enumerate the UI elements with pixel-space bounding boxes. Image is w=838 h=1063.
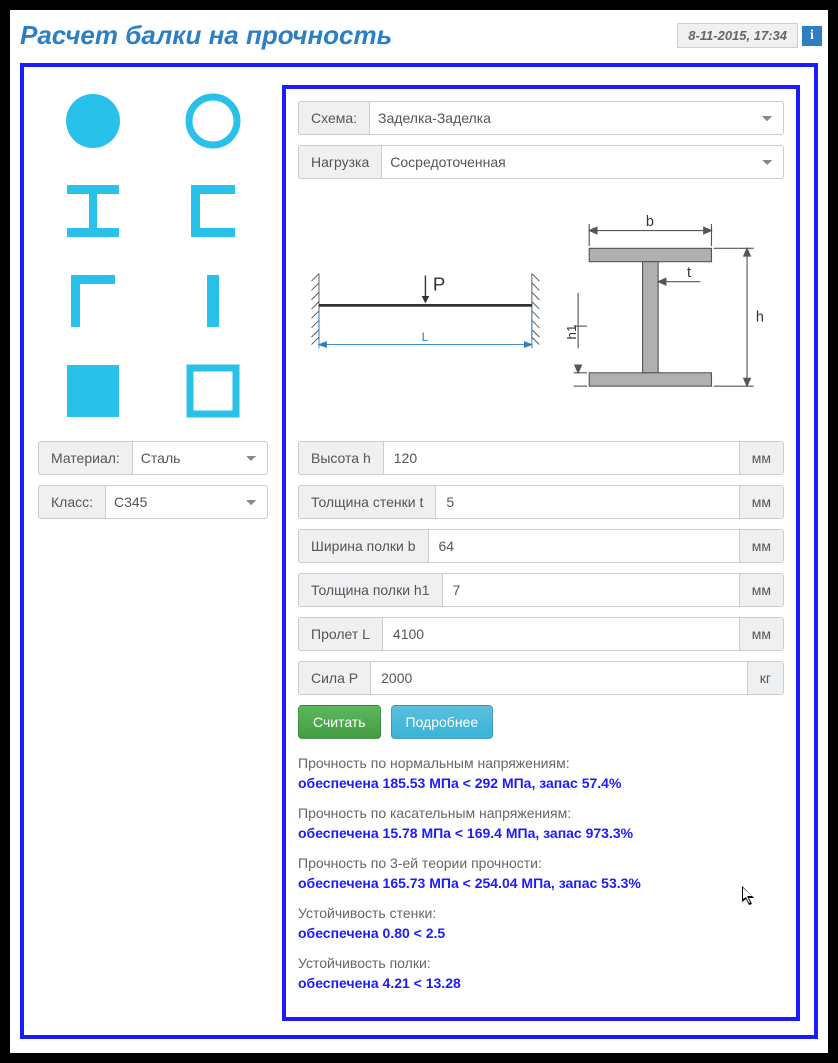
input-list: Высота hммТолщина стенки tммШирина полки… [298, 441, 784, 695]
timestamp: 8-11-2015, 17:34 [677, 23, 798, 48]
input-unit: мм [740, 529, 784, 563]
input-unit: мм [740, 441, 784, 475]
more-button[interactable]: Подробнее [391, 705, 494, 739]
shape-circle-solid[interactable] [63, 91, 123, 151]
diagram-row: P L [298, 189, 784, 441]
load-field: Нагрузка Сосредоточенная [298, 145, 784, 179]
input-field[interactable] [370, 661, 748, 695]
shape-i-beam[interactable] [63, 181, 123, 241]
cursor-icon [742, 886, 760, 908]
shape-square-hollow[interactable] [183, 361, 243, 421]
header-right: 8-11-2015, 17:34 i [677, 23, 822, 48]
input-label: Ширина полки b [298, 529, 429, 563]
input-row: Высота h мм [298, 441, 784, 475]
input-field[interactable] [435, 485, 739, 519]
input-label: Пролет L [298, 617, 383, 651]
right-column: Схема: Заделка-Заделка Нагрузка Сосредот… [282, 85, 800, 1021]
result-block: Устойчивость стенки: обеспечена 0.80 < 2.… [298, 905, 784, 941]
input-label: Высота h [298, 441, 384, 475]
info-button[interactable]: i [802, 26, 822, 46]
input-row: Толщина стенки t мм [298, 485, 784, 519]
input-field[interactable] [428, 529, 740, 563]
result-block: Прочность по нормальным напряжениям: обес… [298, 755, 784, 791]
span-letter-L: L [422, 330, 429, 344]
header: Расчет балки на прочность 8-11-2015, 17:… [10, 10, 828, 57]
input-row: Ширина полки b мм [298, 529, 784, 563]
input-field[interactable] [383, 441, 740, 475]
shape-angle[interactable] [63, 271, 123, 331]
result-block: Прочность по 3-ей теории прочности: обесп… [298, 855, 784, 891]
left-column: Материал: Сталь Класс: C345 [38, 85, 268, 1021]
svg-text:h: h [756, 310, 764, 326]
shape-picker [38, 85, 268, 441]
input-unit: мм [740, 485, 784, 519]
result-title: Прочность по 3-ей теории прочности: [298, 855, 784, 871]
button-row: Считать Подробнее [298, 705, 784, 739]
input-row: Сила P кг [298, 661, 784, 695]
material-label: Материал: [38, 441, 132, 475]
app-frame: Расчет балки на прочность 8-11-2015, 17:… [0, 0, 838, 1063]
page-title: Расчет балки на прочность [20, 20, 392, 51]
load-letter-P: P [433, 274, 445, 295]
schema-field: Схема: Заделка-Заделка [298, 101, 784, 135]
result-value: обеспечена 0.80 < 2.5 [298, 925, 784, 941]
input-unit: кг [748, 661, 784, 695]
result-title: Устойчивость полки: [298, 955, 784, 971]
result-value: обеспечена 185.53 МПа < 292 МПа, запас 5… [298, 775, 784, 791]
result-value: обеспечена 15.78 МПа < 169.4 МПа, запас … [298, 825, 784, 841]
load-label: Нагрузка [298, 145, 381, 179]
result-title: Прочность по касательным напряжениям: [298, 805, 784, 821]
main-frame: Материал: Сталь Класс: C345 Схема: Задел… [20, 63, 818, 1039]
material-select[interactable]: Сталь [132, 441, 268, 475]
svg-text:t: t [687, 265, 691, 281]
input-label: Сила P [298, 661, 371, 695]
input-field[interactable] [382, 617, 740, 651]
load-select[interactable]: Сосредоточенная [381, 145, 784, 179]
input-field[interactable] [442, 573, 740, 607]
beam-diagram: P L [304, 268, 547, 361]
class-select[interactable]: C345 [105, 485, 268, 519]
shape-bar-vertical[interactable] [183, 271, 243, 331]
class-label: Класс: [38, 485, 105, 519]
svg-text:h1: h1 [567, 325, 579, 340]
material-field: Материал: Сталь [38, 441, 268, 475]
input-unit: мм [740, 617, 784, 651]
result-block: Устойчивость полки: обеспечена 4.21 < 13.… [298, 955, 784, 991]
svg-text:b: b [646, 215, 654, 230]
shape-circle-hollow[interactable] [183, 91, 243, 151]
calculate-button[interactable]: Считать [298, 705, 381, 739]
result-block: Прочность по касательным напряжениям: обе… [298, 805, 784, 841]
input-label: Толщина полки h1 [298, 573, 443, 607]
input-row: Толщина полки h1 мм [298, 573, 784, 607]
input-row: Пролет L мм [298, 617, 784, 651]
schema-label: Схема: [298, 101, 369, 135]
input-unit: мм [740, 573, 784, 607]
result-title: Устойчивость стенки: [298, 905, 784, 921]
result-title: Прочность по нормальным напряжениям: [298, 755, 784, 771]
result-value: обеспечена 4.21 < 13.28 [298, 975, 784, 991]
shape-channel[interactable] [183, 181, 243, 241]
schema-select[interactable]: Заделка-Заделка [369, 101, 784, 135]
class-field: Класс: C345 [38, 485, 268, 519]
results-list: Прочность по нормальным напряжениям: обес… [298, 755, 784, 991]
input-label: Толщина стенки t [298, 485, 436, 519]
section-diagram: b h t [567, 215, 778, 415]
result-value: обеспечена 165.73 МПа < 254.04 МПа, запа… [298, 875, 784, 891]
shape-square-solid[interactable] [63, 361, 123, 421]
